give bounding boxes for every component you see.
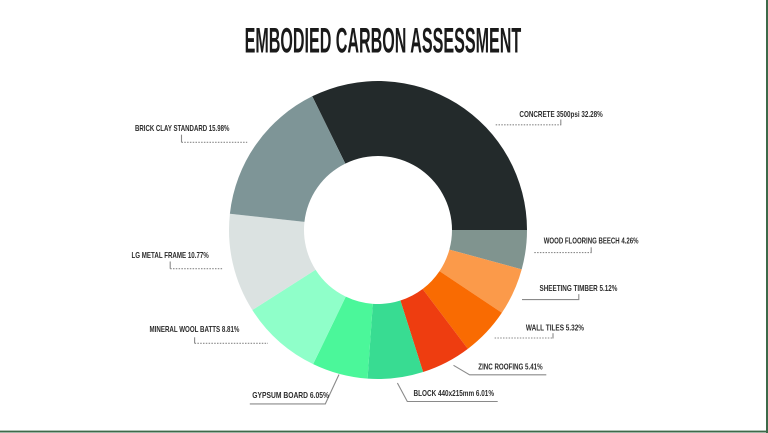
svg-text:SHEETING TIMBER 5.12%: SHEETING TIMBER 5.12% <box>540 283 618 293</box>
svg-text:BRICK CLAY STANDARD 15.98%: BRICK CLAY STANDARD 15.98% <box>135 123 230 133</box>
svg-text:MINERAL WOOL BATTS 8.81%: MINERAL WOOL BATTS 8.81% <box>150 324 240 334</box>
svg-text:BLOCK 440x215mm 6.01%: BLOCK 440x215mm 6.01% <box>414 388 495 398</box>
svg-text:WALL TILES 5.32%: WALL TILES 5.32% <box>526 323 585 333</box>
svg-text:CONCRETE 3500psi 32.28%: CONCRETE 3500psi 32.28% <box>519 109 603 119</box>
svg-text:WOOD FLOORING BEECH 4.26%: WOOD FLOORING BEECH 4.26% <box>544 236 639 246</box>
svg-text:LG METAL FRAME 10.77%: LG METAL FRAME 10.77% <box>132 250 210 260</box>
svg-text:GYPSUM BOARD 6.05%: GYPSUM BOARD 6.05% <box>252 390 329 400</box>
svg-text:ZINC ROOFING 5.41%: ZINC ROOFING 5.41% <box>478 361 543 371</box>
svg-text:EMBODIED CARBON ASSESSMENT: EMBODIED CARBON ASSESSMENT <box>245 21 522 60</box>
